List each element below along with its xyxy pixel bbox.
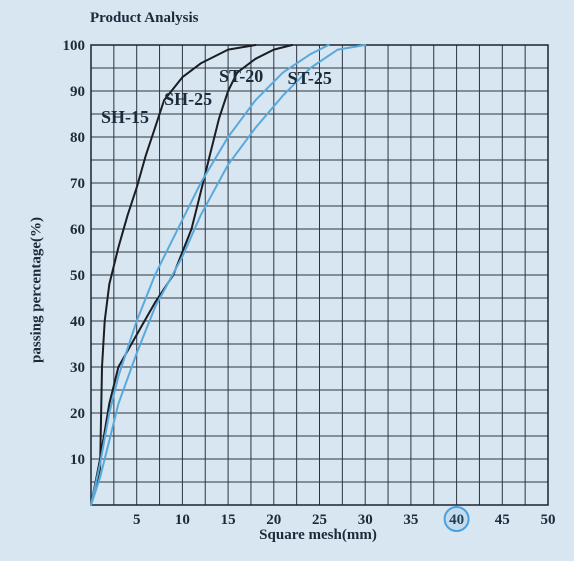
y-tick-label: 70 bbox=[70, 176, 85, 192]
series-label-sh-25: SH-25 bbox=[164, 89, 212, 109]
x-tick-label: 45 bbox=[495, 512, 510, 528]
x-axis-label: Square mesh(mm) bbox=[259, 527, 377, 543]
y-tick-label: 80 bbox=[70, 130, 85, 146]
series-curve-st-20 bbox=[90, 44, 330, 506]
curves bbox=[90, 44, 367, 506]
x-tick-label: 10 bbox=[175, 512, 190, 528]
series-labels: SH-15 SH-25 ST-20 ST-25 bbox=[101, 66, 332, 127]
y-tick-label: 90 bbox=[70, 84, 85, 100]
x-tick-label: 35 bbox=[403, 512, 418, 528]
x-tick-label: 50 bbox=[541, 512, 556, 528]
x-tick-label: 5 bbox=[133, 512, 141, 528]
grid bbox=[91, 45, 548, 505]
x-tick-label: 30 bbox=[358, 512, 373, 528]
highlight-circle bbox=[443, 506, 470, 532]
y-tick-label: 20 bbox=[70, 406, 85, 422]
x-tick-label: 25 bbox=[312, 512, 327, 528]
tick-highlight bbox=[443, 506, 470, 532]
series-curve-sh-25 bbox=[90, 44, 294, 506]
series-curve-sh-15 bbox=[90, 44, 257, 506]
series-curve-st-25 bbox=[90, 44, 367, 506]
series-label-sh-15: SH-15 bbox=[101, 107, 149, 127]
plot-frame bbox=[90, 44, 549, 506]
x-tick-label: 20 bbox=[266, 512, 281, 528]
series-label-st-20: ST-20 bbox=[219, 66, 263, 86]
y-tick-label: 100 bbox=[63, 38, 86, 54]
y-axis-label: passing percentage(%) bbox=[28, 217, 45, 363]
y-tick-label: 10 bbox=[70, 452, 85, 468]
y-tick-labels: 10 20 30 40 50 60 70 80 90 100 bbox=[63, 38, 86, 468]
y-tick-label: 50 bbox=[70, 268, 85, 284]
y-tick-label: 40 bbox=[70, 314, 85, 330]
x-tick-label: 15 bbox=[221, 512, 236, 528]
x-tick-label: 40 bbox=[449, 512, 464, 528]
x-tick-labels: 5 10 15 20 25 30 35 40 45 50 bbox=[133, 512, 556, 528]
chart-title: Product Analysis bbox=[90, 10, 199, 26]
series-label-st-25: ST-25 bbox=[288, 68, 332, 88]
y-tick-label: 60 bbox=[70, 222, 85, 238]
plot-border bbox=[90, 44, 549, 506]
y-tick-label: 30 bbox=[70, 360, 85, 376]
